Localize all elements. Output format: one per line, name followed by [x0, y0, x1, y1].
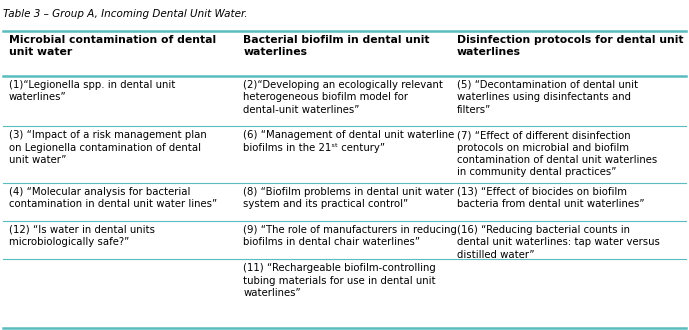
Text: (3) “Impact of a risk management plan
on Legionella contamination of dental
unit: (3) “Impact of a risk management plan on… [9, 130, 207, 165]
Text: (6) “Management of dental unit waterline
biofilms in the 21ˢᵗ century”: (6) “Management of dental unit waterline… [243, 130, 455, 152]
Text: Bacterial biofilm in dental unit
waterlines: Bacterial biofilm in dental unit waterli… [243, 35, 430, 57]
Text: (9) “The role of manufacturers in reducing
biofilms in dental chair waterlines”: (9) “The role of manufacturers in reduci… [243, 225, 457, 247]
Text: Table 3 – Group A, Incoming Dental Unit Water.: Table 3 – Group A, Incoming Dental Unit … [3, 9, 248, 19]
Text: (11) “Rechargeable biofilm-controlling
tubing materials for use in dental unit
w: (11) “Rechargeable biofilm-controlling t… [243, 263, 436, 298]
Text: (4) “Molecular analysis for bacterial
contamination in dental unit water lines”: (4) “Molecular analysis for bacterial co… [9, 186, 217, 209]
Text: (1)“Legionella spp. in dental unit
waterlines”: (1)“Legionella spp. in dental unit water… [9, 80, 175, 102]
Text: (8) “Biofilm problems in dental unit water
system and its practical control”: (8) “Biofilm problems in dental unit wat… [243, 186, 454, 209]
Text: (12) “Is water in dental units
microbiologically safe?”: (12) “Is water in dental units microbiol… [9, 225, 155, 247]
Text: (16) “Reducing bacterial counts in
dental unit waterlines: tap water versus
dist: (16) “Reducing bacterial counts in denta… [457, 225, 659, 260]
Text: Microbial contamination of dental
unit water: Microbial contamination of dental unit w… [9, 35, 216, 57]
Text: (5) “Decontamination of dental unit
waterlines using disinfectants and
filters”: (5) “Decontamination of dental unit wate… [457, 80, 638, 115]
Text: Disinfection protocols for dental unit
waterlines: Disinfection protocols for dental unit w… [457, 35, 683, 57]
Text: (7) “Effect of different disinfection
protocols on microbial and biofilm
contami: (7) “Effect of different disinfection pr… [457, 130, 657, 177]
Text: (13) “Effect of biocides on biofilm
bacteria from dental unit waterlines”: (13) “Effect of biocides on biofilm bact… [457, 186, 644, 209]
Text: (2)“Developing an ecologically relevant
heterogeneous biofilm model for
dental-u: (2)“Developing an ecologically relevant … [243, 80, 443, 115]
